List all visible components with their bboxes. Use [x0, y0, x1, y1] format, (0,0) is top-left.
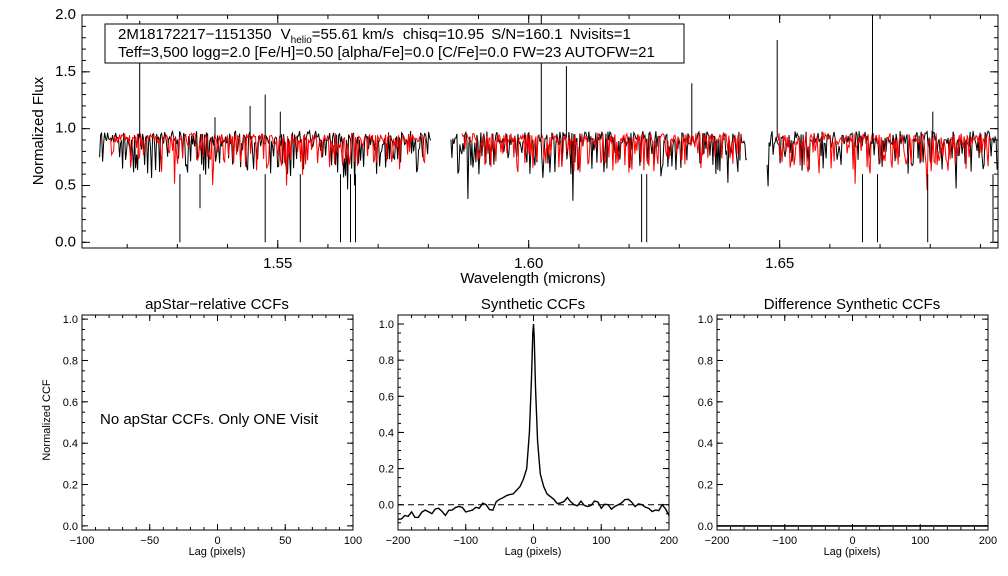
synthetic-xlabel: Lag (pixels) — [505, 546, 562, 558]
spectrum-ylabel: Normalized Flux — [30, 76, 47, 185]
apstar-ytick-label: 0.0 — [63, 521, 78, 533]
synthetic-ticks: −200 −100 0 100 200 0.0 0.2 0.4 0.6 0.8 1.0 — [379, 315, 678, 547]
apstar-ccf-panel: −100 −50 0 50 100 0.0 0.2 0.4 0.6 0.8 1.0 apStar−r… — [41, 296, 362, 558]
difference-ytick-label: 1.0 — [698, 314, 713, 326]
difference-ccf-panel: −200 −100 0 100 200 0.0 0.2 0.4 0.6 0.8 1.0 Differ… — [698, 296, 997, 558]
synthetic-xtick-label: 0 — [530, 535, 536, 547]
spectrum-ticks: 1.55 1.60 1.65 0.0 0.5 1.0 1.5 2.0 — [55, 6, 998, 272]
synthetic-frame — [397, 314, 670, 531]
difference-xtick-label: −100 — [772, 535, 797, 547]
spectrum-xtick-label: 1.60 — [514, 255, 543, 272]
spectrum-panel: 1.55 1.60 1.65 0.0 0.5 1.0 1.5 2.0 Wavelength (… — [30, 6, 999, 287]
synthetic-xtick-label: 100 — [592, 535, 610, 547]
apstar-xtick-label: 50 — [279, 535, 291, 547]
synthetic-ytick-label: 0.6 — [379, 391, 394, 403]
difference-ytick-label: 0.8 — [698, 355, 713, 367]
apstar-ytick-label: 0.8 — [63, 355, 78, 367]
chisq-value: chisq=10.95 — [403, 26, 484, 43]
spectrum-ytick-label: 0.0 — [55, 233, 76, 250]
spectrum-ytick-label: 1.0 — [55, 120, 76, 137]
synthetic-title: Synthetic CCFs — [481, 296, 585, 313]
difference-xlabel: Lag (pixels) — [824, 546, 881, 558]
spectrum-xlabel: Wavelength (microns) — [460, 270, 605, 287]
apstar-message: No apStar CCFs. Only ONE Visit — [100, 411, 319, 428]
difference-xtick-label: 100 — [911, 535, 929, 547]
synthetic-xtick-label: 200 — [660, 535, 678, 547]
spectrum-ytick-label: 1.5 — [55, 63, 76, 80]
difference-xtick-label: 0 — [849, 535, 855, 547]
synthetic-ccf-line — [397, 323, 670, 520]
spectrum-xtick-label: 1.65 — [765, 255, 794, 272]
apstar-xtick-label: 0 — [214, 535, 220, 547]
spectrum-data — [99, 15, 998, 243]
info-box — [104, 23, 685, 64]
spectrum-frame — [81, 14, 999, 249]
difference-title: Difference Synthetic CCFs — [764, 296, 940, 313]
star-id: 2M18172217−1151350 — [118, 26, 272, 43]
spectrum-ytick-label: 2.0 — [55, 6, 76, 23]
difference-xtick-label: 200 — [979, 535, 997, 547]
synthetic-ccf-panel: −200 −100 0 100 200 0.0 0.2 0.4 0.6 0.8 1.0 Synthe… — [379, 296, 678, 558]
apstar-xlabel: Lag (pixels) — [189, 546, 246, 558]
vhelio-subscript: helio — [291, 35, 313, 46]
synthetic-ytick-label: 0.2 — [379, 464, 394, 476]
apstar-xtick-label: −50 — [140, 535, 159, 547]
difference-ytick-label: 0.4 — [698, 438, 713, 450]
synthetic-xtick-label: −100 — [453, 535, 478, 547]
apstar-title: apStar−relative CCFs — [145, 296, 289, 313]
synthetic-ytick-label: 0.4 — [379, 427, 394, 439]
apstar-xtick-label: 100 — [344, 535, 362, 547]
difference-ytick-label: 0.2 — [698, 480, 713, 492]
apstar-ylabel: Normalized CCF — [41, 379, 53, 461]
difference-ytick-label: 0.0 — [698, 521, 713, 533]
synthetic-xtick-label: −200 — [386, 535, 411, 547]
vhelio-value: =55.61 km/s — [312, 26, 394, 43]
difference-xtick-label: −200 — [705, 535, 730, 547]
apstar-frame — [81, 314, 354, 531]
difference-frame — [716, 314, 989, 531]
info-line-1: 2M18172217−1151350 Vhelio=55.61 km/s chisq… — [118, 26, 631, 46]
apstar-ytick-label: 1.0 — [63, 314, 78, 326]
apstar-ytick-label: 0.6 — [63, 397, 78, 409]
difference-ticks: −200 −100 0 100 200 0.0 0.2 0.4 0.6 0.8 1.0 — [698, 314, 997, 547]
synthetic-spectrum-line — [110, 131, 993, 191]
info-line-2: Teff=3,500 logg=2.0 [Fe/H]=0.50 [alpha/F… — [118, 44, 655, 61]
spectrum-ytick-label: 0.5 — [55, 176, 76, 193]
apstar-ytick-label: 0.4 — [63, 438, 78, 450]
spectrum-xtick-label: 1.55 — [263, 255, 292, 272]
difference-ytick-label: 0.6 — [698, 397, 713, 409]
apstar-xtick-label: −100 — [70, 535, 95, 547]
synthetic-ytick-label: 1.0 — [379, 319, 394, 331]
sn-value: S/N=160.1 — [491, 26, 562, 43]
apstar-ytick-label: 0.2 — [63, 480, 78, 492]
spectrum-spikes — [139, 15, 994, 243]
vhelio-prefix: V — [281, 26, 291, 43]
synthetic-ytick-label: 0.8 — [379, 355, 394, 367]
nvisits-value: Nvisits=1 — [570, 26, 631, 43]
synthetic-ytick-label: 0.0 — [379, 500, 394, 512]
